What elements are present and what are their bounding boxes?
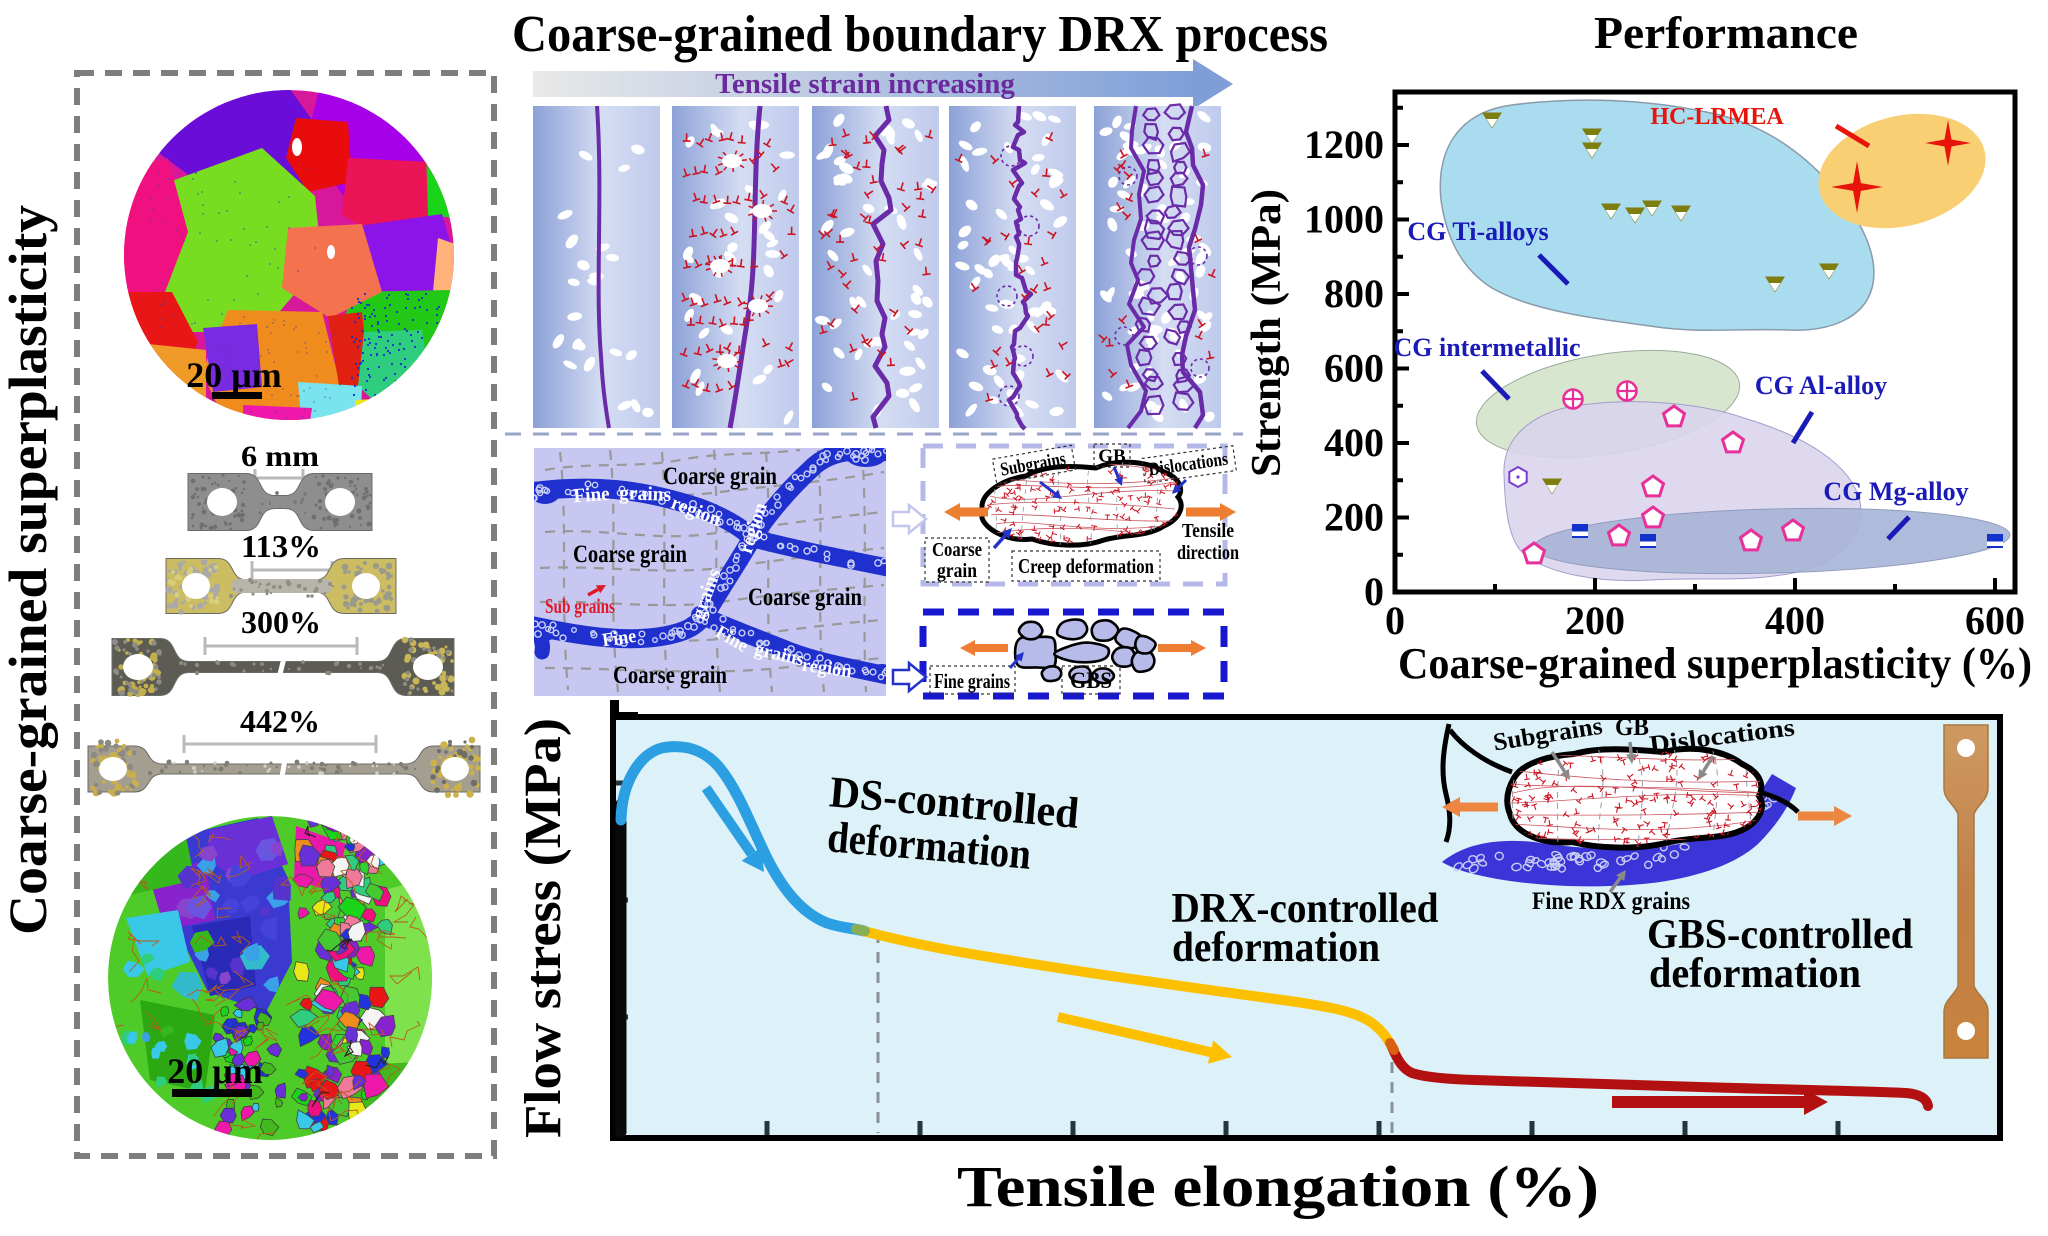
svg-text:442%: 442%	[240, 703, 320, 739]
svg-text:Coarse grain: Coarse grain	[748, 584, 862, 611]
svg-text:grain: grain	[937, 560, 977, 582]
svg-text:6 mm: 6 mm	[241, 440, 319, 473]
svg-text:Coarse-grained superplasticity: Coarse-grained superplasticity	[0, 205, 58, 935]
svg-text:direction: direction	[1177, 542, 1239, 564]
svg-text:1000: 1000	[1304, 197, 1384, 242]
svg-text:Coarse-grained boundary DRX pr: Coarse-grained boundary DRX process	[512, 6, 1328, 63]
svg-text:113%: 113%	[241, 528, 321, 564]
svg-text:GBS-controlled: GBS-controlled	[1647, 912, 1913, 958]
svg-text:Creep deformation: Creep deformation	[1018, 554, 1154, 578]
svg-text:Coarse grain: Coarse grain	[663, 463, 777, 490]
svg-text:400: 400	[1324, 420, 1384, 465]
svg-text:CG Mg-alloy: CG Mg-alloy	[1823, 477, 1968, 506]
svg-text:Performance: Performance	[1594, 7, 1858, 58]
svg-text:600: 600	[1965, 598, 2025, 643]
svg-text:DRX-controlled: DRX-controlled	[1172, 886, 1439, 932]
svg-text:Coarse-grained superplasticity: Coarse-grained superplasticity (%)	[1398, 639, 2032, 688]
svg-text:CG Al-alloy: CG Al-alloy	[1755, 371, 1887, 400]
svg-text:Fine grains: Fine grains	[934, 669, 1010, 693]
svg-text:300%: 300%	[241, 604, 321, 640]
svg-text:Flow stress (MPa): Flow stress (MPa)	[515, 718, 572, 1138]
svg-text:600: 600	[1324, 346, 1384, 391]
svg-text:HC-LRMEA: HC-LRMEA	[1650, 104, 1784, 130]
svg-text:0: 0	[1364, 569, 1384, 614]
svg-text:GBS: GBS	[1070, 668, 1112, 693]
svg-text:Coarse: Coarse	[932, 539, 982, 561]
svg-text:200: 200	[1324, 495, 1384, 540]
svg-text:800: 800	[1324, 271, 1384, 316]
svg-text:grains: grains	[619, 482, 672, 506]
svg-text:0: 0	[1385, 598, 1405, 643]
svg-text:CG intermetallic: CG intermetallic	[1394, 333, 1581, 362]
svg-text:Strength (MPa): Strength (MPa)	[1244, 189, 1290, 477]
svg-text:Tensile elongation (%): Tensile elongation (%)	[957, 1154, 1599, 1219]
svg-text:20 μm: 20 μm	[167, 1051, 262, 1091]
svg-text:Coarse grain: Coarse grain	[613, 662, 727, 689]
svg-text:deformation: deformation	[1649, 951, 1861, 997]
svg-text:200: 200	[1565, 598, 1625, 643]
svg-text:Tensile strain increasing: Tensile strain increasing	[715, 68, 1015, 100]
svg-text:400: 400	[1765, 598, 1825, 643]
svg-text:Fine: Fine	[573, 483, 611, 507]
svg-text:CG Ti-alloys: CG Ti-alloys	[1407, 217, 1548, 246]
svg-text:deformation: deformation	[1172, 925, 1380, 971]
svg-text:Coarse grain: Coarse grain	[573, 541, 687, 568]
svg-text:GB: GB	[1098, 446, 1126, 467]
svg-text:GB: GB	[1615, 714, 1649, 741]
svg-text:Fine: Fine	[601, 626, 638, 652]
svg-text:Sub grains: Sub grains	[545, 594, 615, 618]
svg-text:20 μm: 20 μm	[186, 355, 281, 395]
svg-text:Tensile: Tensile	[1182, 520, 1234, 542]
svg-text:1200: 1200	[1304, 122, 1384, 167]
